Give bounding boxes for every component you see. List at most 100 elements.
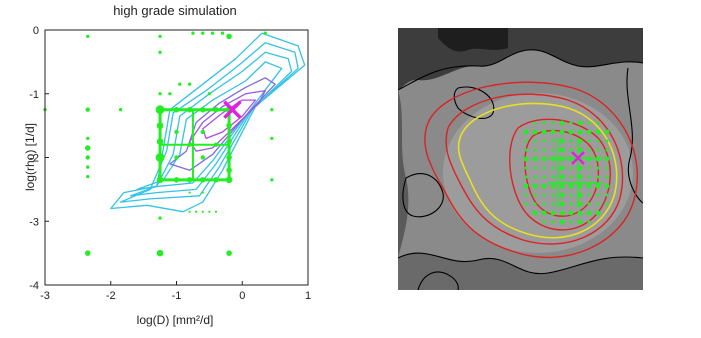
x-tick-label: 1 — [305, 290, 311, 302]
scatter-point — [195, 210, 198, 213]
mri-point — [577, 219, 583, 225]
mri-point — [523, 183, 529, 189]
mri-point — [569, 139, 573, 143]
mri-point — [596, 202, 600, 206]
mri-point — [569, 220, 573, 224]
scatter-point — [158, 216, 162, 220]
scatter-point — [118, 108, 123, 112]
mri-point — [550, 183, 556, 189]
mri-image — [398, 28, 643, 290]
mri-point — [542, 121, 546, 125]
scatter-point — [226, 33, 232, 40]
mri-point — [551, 193, 555, 197]
mri-point — [569, 121, 573, 125]
x-tick-label: -1 — [172, 290, 182, 302]
outline-bottom — [398, 252, 643, 275]
mri-point — [541, 129, 547, 135]
mri-point — [569, 193, 573, 197]
dark-region-left — [398, 90, 409, 258]
mri-point — [541, 183, 547, 189]
scatter-point — [86, 174, 90, 179]
mri-point — [577, 174, 583, 180]
scatter-point — [211, 31, 215, 35]
mri-point — [559, 138, 565, 144]
mri-point — [550, 129, 556, 135]
mri-point — [541, 156, 547, 162]
chart-plot: -3 -2 -1 0 10-1-2-3-4 — [29, 25, 311, 302]
red-contour-outer — [424, 81, 638, 259]
scatter-point — [191, 31, 195, 35]
contour-line-3 — [129, 51, 293, 197]
marker-x-stroke-2 — [223, 100, 242, 119]
mri-point — [569, 175, 573, 179]
scatter-point — [86, 34, 90, 39]
x-axis-label: log(D) [mm²/d] — [136, 313, 214, 327]
scatter-point — [200, 129, 205, 135]
mri-point — [587, 121, 591, 125]
scatter-point — [188, 210, 191, 213]
mri-point — [577, 192, 583, 198]
mri-point — [596, 175, 600, 179]
mri-point — [569, 148, 573, 152]
mri-point — [586, 183, 592, 189]
mri-point — [533, 139, 537, 143]
mri-point — [568, 183, 574, 189]
mri-point — [559, 183, 565, 189]
scatter-point — [156, 249, 164, 257]
scatter-point — [174, 129, 179, 135]
mri-point — [587, 220, 591, 224]
scatter-point — [85, 155, 90, 160]
y-tick-label: -2 — [29, 153, 39, 165]
mri-point — [551, 220, 555, 224]
mri-point — [541, 210, 547, 216]
mri-point — [542, 139, 546, 143]
scatter-point — [201, 31, 205, 35]
outline-top — [398, 49, 643, 91]
mri-point — [587, 202, 591, 206]
mri-point — [587, 193, 591, 197]
outline-left-blob — [402, 173, 444, 218]
x-tick-label: -2 — [106, 290, 116, 302]
mri-point — [523, 129, 529, 135]
scatter-point — [178, 82, 182, 86]
mri-point — [524, 139, 528, 143]
mri-point — [595, 210, 601, 216]
scatter-point — [84, 250, 91, 256]
scatter-point — [158, 34, 162, 39]
mri-point — [586, 210, 592, 216]
scatter-point — [86, 165, 90, 169]
mri-point — [559, 201, 565, 207]
scatter-point — [158, 92, 162, 96]
red-contour-4 — [524, 129, 600, 217]
mri-point — [551, 166, 555, 170]
contour-line-6 — [189, 89, 266, 152]
mri-point — [587, 148, 591, 152]
mri-point — [532, 129, 538, 135]
scatter-box — [158, 108, 231, 182]
scatter-point — [188, 82, 192, 86]
scatter-point — [84, 145, 91, 151]
mri-point — [551, 139, 555, 143]
scatter-point — [208, 210, 211, 213]
mri-point — [577, 147, 583, 153]
mri-point — [524, 193, 528, 197]
scatter-point — [263, 31, 267, 35]
mri-point — [551, 202, 555, 206]
scatter-point — [168, 92, 172, 96]
chart-title: high grade simulation — [113, 3, 237, 18]
mri-point — [533, 202, 537, 206]
mri-point — [577, 120, 583, 126]
mri-point — [604, 129, 610, 135]
mri-point — [542, 175, 546, 179]
scatter-point — [188, 191, 191, 194]
mri-point — [559, 129, 565, 135]
mri-point — [596, 121, 600, 125]
mri-point — [524, 166, 528, 170]
mri-point — [524, 148, 528, 152]
scatter-point — [201, 210, 204, 213]
mri-point — [551, 175, 555, 179]
mri-point — [587, 139, 591, 143]
y-tick-label: -3 — [29, 216, 39, 228]
mri-point — [577, 129, 583, 135]
scatter-point — [200, 155, 205, 160]
